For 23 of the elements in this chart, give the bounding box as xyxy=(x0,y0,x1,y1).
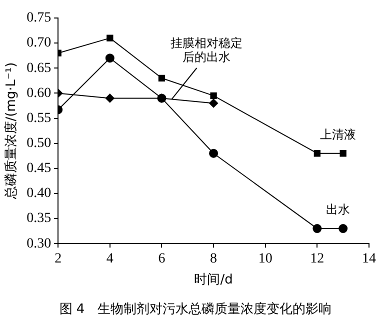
series-label: 出水 xyxy=(326,202,350,217)
y-tick-label: 0.35 xyxy=(26,211,52,226)
y-tick-label: 0.75 xyxy=(26,10,52,26)
x-tick-label: 2 xyxy=(54,252,62,267)
y-tick-label: 0.60 xyxy=(26,86,52,101)
y-tick-label: 0.70 xyxy=(26,36,52,51)
x-tick-label: 4 xyxy=(106,252,114,267)
x-tick-label: 8 xyxy=(210,252,218,267)
y-tick-label: 0.55 xyxy=(26,110,52,126)
x-tick-label: 12 xyxy=(310,252,324,267)
y-tick-label: 0.45 xyxy=(26,161,52,176)
y-tick-label: 0.50 xyxy=(26,136,52,152)
x-tick-label: 14 xyxy=(362,252,376,267)
x-axis-title: 时间/d xyxy=(194,272,233,288)
y-tick-label: 0.30 xyxy=(26,236,52,252)
y-tick-label: 0.65 xyxy=(26,60,52,76)
x-tick-label: 6 xyxy=(158,252,166,267)
x-tick-label: 10 xyxy=(258,252,272,267)
y-axis-title: 总磷质量浓度/(mg·L⁻¹) xyxy=(3,62,20,200)
caption: 图 4 生物制剂对污水总磷质量浓度变化的影响 xyxy=(58,301,333,318)
y-tick-label: 0.40 xyxy=(26,186,52,202)
series-label: 上清液 xyxy=(320,127,356,142)
text: 挂膜相对稳定后的出水 xyxy=(170,36,243,64)
